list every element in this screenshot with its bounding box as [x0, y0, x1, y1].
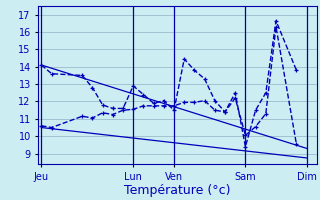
X-axis label: Température (°c): Température (°c) [124, 184, 231, 197]
